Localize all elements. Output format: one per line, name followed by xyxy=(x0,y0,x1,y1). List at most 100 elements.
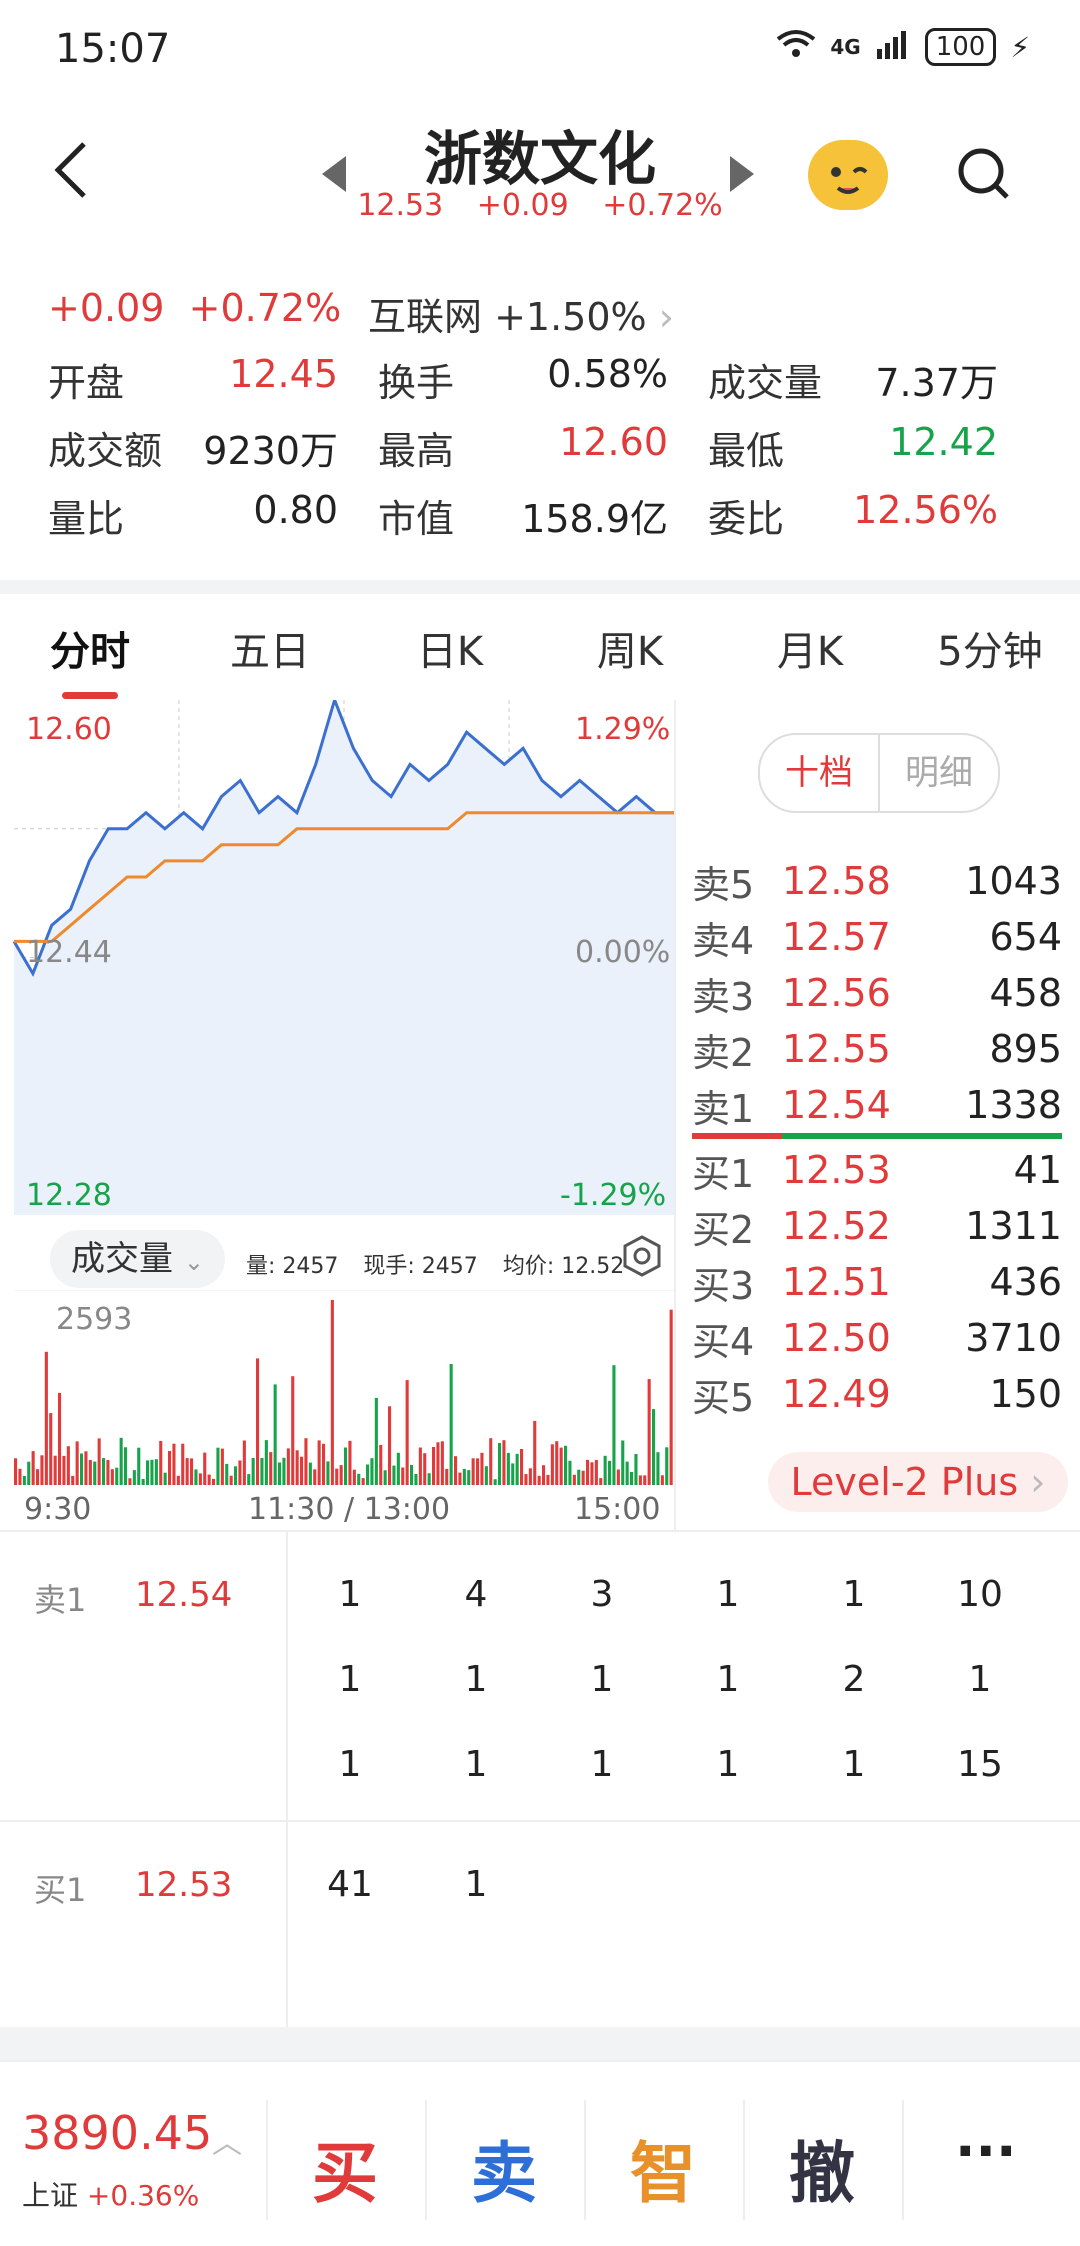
smart-button[interactable]: 智 xyxy=(630,2135,696,2212)
orderbook-row[interactable]: 卖4 12.57 654 xyxy=(692,909,1062,965)
volume-bar xyxy=(665,1447,669,1485)
volume-bar xyxy=(216,1447,220,1485)
orderbook-label: 卖1 xyxy=(692,1086,755,1131)
queue-order-size: 1 xyxy=(716,1574,740,1615)
volume-bar xyxy=(357,1473,361,1485)
volume-bar xyxy=(612,1365,616,1485)
sector-link[interactable]: 互联网 +1.50% › xyxy=(368,286,674,341)
queue-vertical-divider xyxy=(286,1532,288,2027)
queue-buy-label: 买1 xyxy=(34,1871,87,1909)
tab-2[interactable]: 五日 xyxy=(230,629,310,675)
tab-details[interactable]: 明细 xyxy=(905,753,973,793)
orderbook-row[interactable]: 买4 12.50 3710 xyxy=(692,1310,1062,1366)
summary-value: 9230万 xyxy=(203,429,338,473)
orderbook-price: 12.54 xyxy=(782,1083,891,1127)
tab-ten-levels[interactable]: 十档 xyxy=(760,735,880,811)
summary-label: 成交量 xyxy=(708,361,823,405)
queue-order-size: 1 xyxy=(590,1744,614,1785)
volume-bar xyxy=(471,1458,475,1485)
index-value[interactable]: 3890.45 xyxy=(22,2106,213,2160)
orderbook-price: 12.51 xyxy=(782,1260,891,1304)
chevron-up-icon[interactable]: ︿ xyxy=(212,2126,242,2161)
volume-bar xyxy=(660,1475,664,1485)
index-label[interactable]: 上证 +0.36% xyxy=(22,2174,199,2214)
volume-bar xyxy=(75,1441,79,1485)
next-stock-button[interactable] xyxy=(730,156,754,192)
orderbook-label: 卖4 xyxy=(692,918,755,963)
queue-sell-label: 卖1 xyxy=(34,1581,87,1619)
volume-bar xyxy=(594,1460,598,1485)
volume-bar xyxy=(396,1452,400,1485)
volume-bar xyxy=(528,1468,532,1485)
sell-button[interactable]: 卖 xyxy=(471,2135,537,2212)
intraday-chart[interactable] xyxy=(0,700,680,1220)
tab-6[interactable]: 5分钟 xyxy=(937,629,1043,675)
pct-min-label: -1.29% xyxy=(560,1178,667,1213)
stock-title: 浙数文化 xyxy=(423,125,656,193)
more-button[interactable]: ··· xyxy=(955,2120,1017,2183)
orderbook-row[interactable]: 买3 12.51 436 xyxy=(692,1254,1062,1310)
prev-stock-button[interactable] xyxy=(322,156,346,192)
volume-bar xyxy=(300,1456,304,1485)
signal-icon xyxy=(875,29,911,66)
settings-icon[interactable] xyxy=(620,1234,664,1282)
section-divider xyxy=(0,1530,1080,1532)
orderbook-row[interactable]: 卖2 12.55 895 xyxy=(692,1021,1062,1077)
volume-bar xyxy=(427,1473,431,1485)
cancel-order-button[interactable]: 撤 xyxy=(789,2135,855,2212)
orderbook-price: 12.55 xyxy=(782,1027,891,1071)
summary-value: 12.42 xyxy=(889,420,998,464)
search-icon[interactable] xyxy=(955,145,1009,199)
buy-button[interactable]: 买 xyxy=(312,2135,378,2212)
header-change-pct: +0.72% xyxy=(602,188,723,223)
time-label-midday: 11:30 / 13:00 xyxy=(248,1492,451,1527)
queue-order-size: 1 xyxy=(590,1659,614,1700)
orderbook-row[interactable]: 买5 12.49 150 xyxy=(692,1366,1062,1422)
volume-bar xyxy=(401,1467,405,1485)
chart-tabs: 分时 五日 日K 周K 月K 5分钟 xyxy=(0,600,1080,696)
back-button[interactable] xyxy=(50,140,90,200)
orderbook-row[interactable]: 卖3 12.56 458 xyxy=(692,965,1062,1021)
volume-bar xyxy=(564,1445,568,1485)
volume-bar xyxy=(581,1470,585,1485)
volume-indicator-select[interactable]: 成交量 ⌄ xyxy=(50,1230,225,1288)
orderbook-row[interactable]: 买1 12.53 41 xyxy=(692,1142,1062,1198)
volume-bar xyxy=(634,1454,638,1485)
summary-cell: 量比 0.80 xyxy=(48,488,378,543)
tab-4[interactable]: 周K xyxy=(596,629,664,675)
queue-order-size: 1 xyxy=(464,1659,488,1700)
volume-bar xyxy=(119,1437,123,1485)
pct-mid-label: 0.00% xyxy=(575,935,671,970)
price-area xyxy=(14,700,674,1215)
summary-label: 开盘 xyxy=(48,361,125,405)
level2-plus-button[interactable]: Level-2 Plus › xyxy=(768,1452,1068,1512)
volume-bar xyxy=(476,1458,480,1485)
charging-icon: ⚡ xyxy=(1010,30,1030,64)
summary-value: 158.9亿 xyxy=(521,497,668,541)
orderbook-row[interactable]: 买2 12.52 1311 xyxy=(692,1198,1062,1254)
orderbook-vol: 3710 xyxy=(965,1316,1062,1360)
tab-3[interactable]: 日K xyxy=(416,629,484,675)
volume-bar xyxy=(374,1397,378,1485)
orderbook-row[interactable]: 卖1 12.54 1338 xyxy=(692,1077,1062,1133)
volume-bar xyxy=(361,1478,365,1485)
tab-5[interactable]: 月K xyxy=(776,629,844,675)
volume-bar xyxy=(520,1449,524,1485)
volume-bar xyxy=(555,1441,559,1485)
volume-bar xyxy=(542,1465,546,1485)
summary-value: 7.37万 xyxy=(875,361,998,405)
summary-row: 量比 0.80 市值 158.9亿 委比 12.56% xyxy=(48,488,1038,543)
orderbook-row[interactable]: 卖5 12.58 1043 xyxy=(692,853,1062,909)
volume-bar xyxy=(159,1440,163,1485)
volume-bar xyxy=(550,1444,554,1485)
orderbook-vol: 1311 xyxy=(965,1204,1062,1248)
y-max-label: 12.60 xyxy=(26,712,112,747)
volume-bar xyxy=(185,1458,189,1485)
summary-label: 市值 xyxy=(378,497,455,541)
toolbar-divider xyxy=(584,2100,586,2220)
mascot-avatar[interactable] xyxy=(808,140,888,210)
orderbook-label: 买2 xyxy=(692,1207,755,1252)
summary-cell: 最低 12.42 xyxy=(708,420,1038,475)
tab-1[interactable]: 分时 xyxy=(0,619,180,677)
level2-label: Level-2 Plus xyxy=(790,1460,1019,1504)
